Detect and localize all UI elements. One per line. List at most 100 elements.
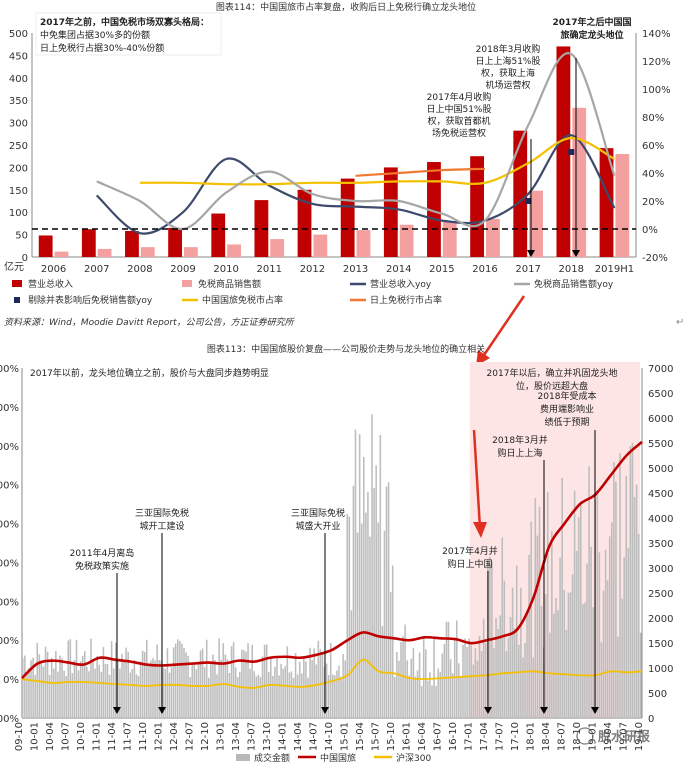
chart2-volume-bar [272, 675, 274, 718]
chart2-volume-bar [623, 557, 625, 718]
chart2-volume-bar [131, 669, 134, 718]
chart2-volume-bar [588, 466, 590, 718]
chart2-volume-bar [495, 617, 497, 718]
chart2-volume-bar [218, 638, 220, 718]
chart1-arrowhead-2018 [572, 250, 580, 257]
chart2-volume-bar [604, 549, 607, 718]
chart2-volume-bar [63, 670, 65, 718]
chart2-volume-bar [224, 654, 227, 718]
chart2-volume-bar [441, 653, 444, 718]
chart2-volume-bar [379, 435, 382, 718]
chart2-volume-bar [189, 677, 191, 718]
chart2-volume-bar [32, 657, 34, 718]
chart2-x-tick-label: 11-01 [92, 722, 103, 751]
chart2-volume-bar [522, 657, 524, 718]
chart1-x-tick-label: 2009 [170, 264, 195, 275]
chart2-volume-bar [220, 659, 222, 718]
chart2-volume-bar [282, 668, 284, 718]
chart2-volume-bar [420, 686, 423, 718]
chart2-volume-bar [559, 557, 561, 718]
chart2-volume-bar [88, 671, 90, 718]
chart2-volume-bar [154, 660, 156, 718]
chart2-volume-bar [150, 660, 152, 718]
chart2-volume-bar [158, 659, 160, 718]
chart2-volume-bar [602, 590, 605, 718]
chart2-x-tick-label: 18-01 [526, 722, 537, 751]
chart2-volume-bar [551, 531, 553, 718]
chart1-left-tick-label: 300 [9, 119, 28, 130]
chart2-right-tick-label: 7000 [648, 364, 673, 375]
chart1-bar-dutyfree-sales [399, 224, 414, 257]
chart2-volume-bar [270, 658, 272, 718]
chart2-x-tick-label: 10-07 [61, 722, 72, 751]
chart2-volume-bar [633, 497, 636, 718]
chart2-volume-bar [462, 644, 464, 718]
chart2-volume-bar [307, 677, 309, 718]
chart2-volume-bar [263, 644, 266, 718]
chart2-volume-bar [290, 671, 293, 718]
chart2-volume-bar [259, 677, 262, 718]
chart1-right-tick-label: 0% [642, 225, 658, 236]
chart2-arrowhead-sanya2 [321, 707, 329, 714]
chart2-volume-bar [42, 666, 45, 718]
chart2-volume-bar [327, 674, 330, 718]
chart2-volume-bar [321, 652, 324, 718]
chart2-volume-bar [505, 651, 508, 718]
chart2-volume-bar [115, 642, 117, 718]
chart2-red-arrowhead [473, 522, 487, 538]
chart1-bar-revenue [470, 156, 484, 257]
legend-swatch-revenue [12, 280, 22, 287]
chart2-line-cits [21, 440, 643, 680]
chart2-volume-bar [257, 674, 260, 718]
chart2-volume-bar [460, 676, 462, 718]
chart2-volume-bar [222, 643, 225, 718]
chart2-volume-bar [592, 607, 594, 718]
chart2-volume-bar [59, 655, 61, 718]
chart1-x-tick-label: 2015 [429, 264, 454, 275]
chart2-volume-bar [546, 492, 549, 718]
chart2-volume-bar [433, 637, 435, 718]
chart1-bars [38, 46, 630, 257]
chart2-right-tick-label: 5000 [648, 464, 673, 475]
chart2-volume-bar [466, 647, 468, 718]
chart2-volume-bar [288, 672, 291, 718]
legend-swatch-volume [236, 754, 250, 761]
chart2-volume-bar [181, 643, 183, 718]
chart1-note-title: 2017年之前，中国免税市场双寡头格局： [40, 16, 209, 28]
chart2-volume-bar [489, 556, 491, 718]
chart2-x-tick-label: 11-07 [123, 722, 134, 751]
chart1-point-adjusted-yoy [568, 149, 575, 155]
chart2-volume-bar [480, 651, 483, 718]
chart2-x-tick-label: 11-04 [107, 722, 118, 751]
chart2-volume-bar [613, 461, 615, 718]
chart2-volume-bar [191, 665, 194, 718]
chart2-volume-bar [73, 660, 76, 718]
chart2-left-tick-label: 200% [0, 636, 19, 647]
chart2-volume-bar [232, 642, 235, 718]
chart1-bar-dutyfree-sales [54, 251, 69, 257]
chart1-ann2018-4: 机场运营权 [485, 79, 530, 91]
chart2-volume-bar [377, 522, 380, 718]
chart1-legend: 营业总收入 免税商品销售额 营业总收入yoy 免税商品销售额yoy 剔除并表影响… [12, 278, 614, 306]
chart2-volume-bar [325, 663, 328, 718]
legend-label-volume: 成交金额 [254, 752, 290, 764]
chart2-volume-bar [352, 485, 355, 718]
chart2-right-tick-label: 1000 [648, 664, 673, 675]
chart2-volume-bar [336, 670, 338, 718]
chart1-lines [95, 52, 616, 235]
chart2-volume-bar [625, 476, 628, 718]
chart2-volume-bar [474, 648, 477, 718]
chart2-volume-bar [71, 673, 74, 718]
chart2-volume-bar [563, 589, 566, 718]
chart2-volume-bar [170, 667, 173, 718]
chart2-right-tick-label: 0 [648, 714, 654, 725]
chart2-volume-bar [340, 676, 342, 718]
chart2-ann-2011-2: 免税政策实施 [75, 560, 129, 572]
chart2-volume-bar [303, 658, 305, 718]
chart2-volume-bar [90, 638, 92, 718]
chart1-line-series-2 [95, 134, 616, 235]
chart2-x-tick-label: 12-10 [200, 722, 211, 751]
chart2-volume-bar [600, 642, 603, 718]
chart1-ann2018-2: 日上上海51%股 [475, 55, 540, 67]
chart1-unit-label: 亿元 [4, 260, 24, 273]
